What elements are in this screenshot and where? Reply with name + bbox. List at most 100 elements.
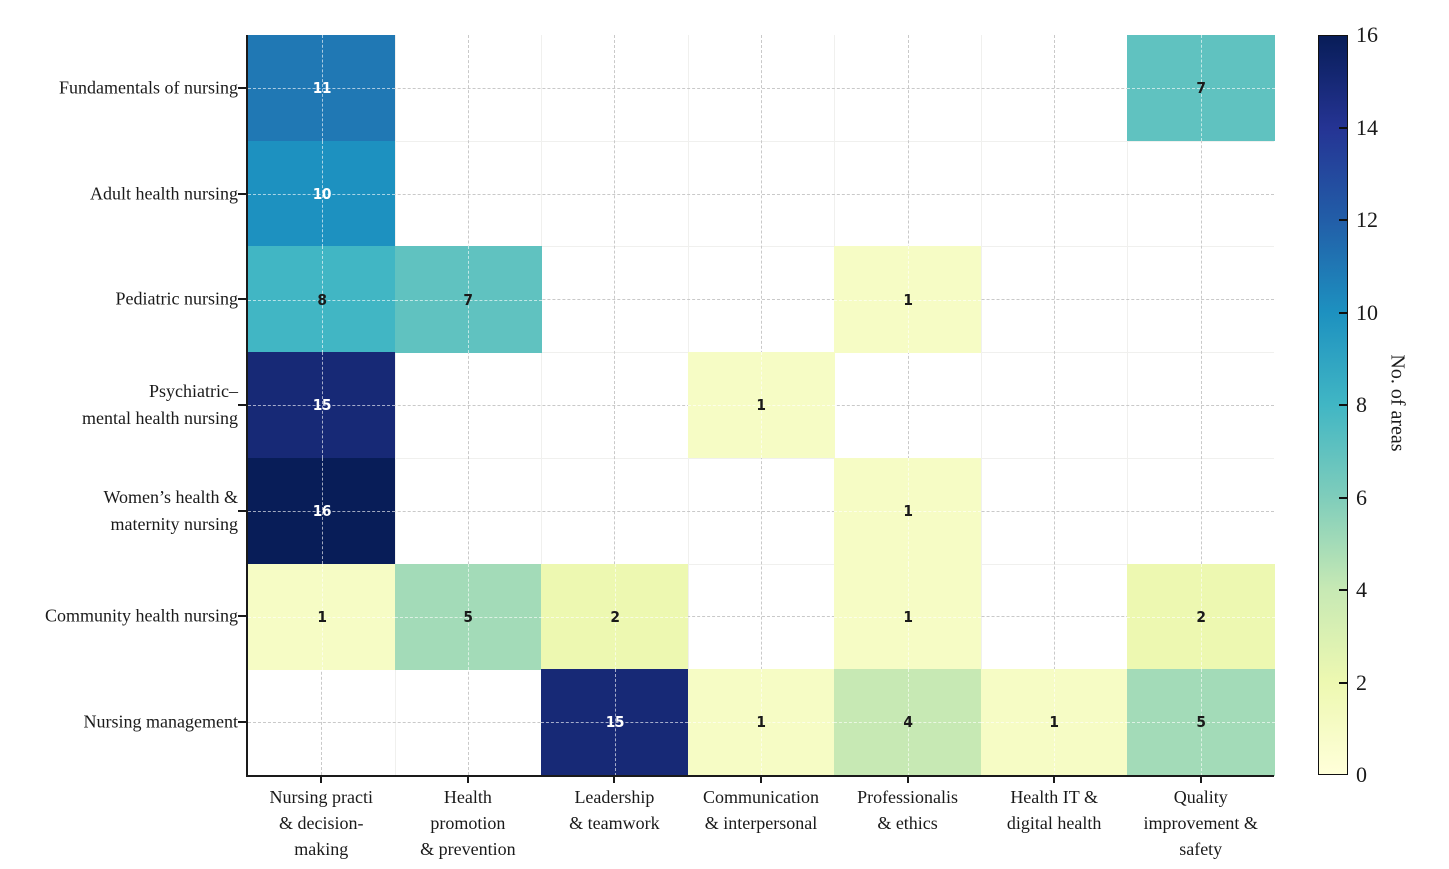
- cell-grid-dash-v: [1054, 669, 1056, 776]
- cell-value: 7: [1196, 79, 1206, 98]
- cell-grid-dash-v: [468, 246, 470, 353]
- cell-value: 16: [312, 502, 331, 520]
- cell-value: 1: [1049, 713, 1060, 732]
- colorbar-tick-label: 0: [1356, 762, 1367, 787]
- heatmap-cell: 7: [1127, 35, 1275, 142]
- x-tick-mark: [906, 777, 909, 783]
- y-tick-label: Nursing management: [83, 711, 238, 732]
- cell-grid-dash-v: [321, 352, 323, 459]
- grid-line-horizontal: [248, 616, 1274, 618]
- x-tick-label: Health IT & digital health: [1006, 787, 1102, 833]
- heatmap-cell: 10: [248, 140, 396, 248]
- cell-grid-dash-v: [321, 35, 323, 142]
- colorbar-tick-mark: [1339, 681, 1347, 684]
- y-tick-mark: [238, 615, 246, 618]
- x-tick-mark: [466, 777, 469, 783]
- heatmap-cell: 5: [394, 563, 542, 670]
- x-tick-label: Health promotion & prevention: [420, 787, 516, 859]
- heatmap-cell: 2: [541, 563, 689, 670]
- cell-grid-dash-v: [321, 140, 323, 248]
- heatmap-cell: 5: [1127, 669, 1275, 776]
- y-tick-label: Adult health nursing: [90, 183, 238, 204]
- cell-value: 1: [317, 607, 327, 626]
- x-tick-mark: [1053, 777, 1056, 783]
- heatmap-cell: 8: [248, 246, 396, 353]
- heatmap-cell: 1: [834, 457, 982, 565]
- cell-value: 1: [756, 713, 767, 732]
- y-tick-mark: [238, 192, 246, 195]
- cell-value: 1: [903, 607, 913, 626]
- cell-value: 8: [317, 290, 327, 309]
- cell-value: 4: [903, 713, 913, 732]
- heatmap-cell: 1: [248, 563, 396, 670]
- cell-grid-dash-v: [907, 563, 909, 670]
- heatmap-cell: 1: [687, 352, 835, 459]
- colorbar-axis-label: No. of areas: [1386, 354, 1409, 452]
- cell-grid-dash-v: [907, 246, 909, 353]
- cell-grid-dash-v: [468, 563, 470, 670]
- y-tick-label: Psychiatric– mental health nursing: [82, 381, 238, 428]
- heatmap-cell: 1: [834, 246, 982, 353]
- x-tick-label: Professionalis & ethics: [857, 787, 959, 833]
- grid-line-horizontal: [248, 87, 1274, 89]
- grid-line-horizontal: [248, 193, 1274, 195]
- grid-line-horizontal: [248, 510, 1274, 512]
- colorbar-tick-mark: [1339, 589, 1347, 591]
- grid-line-horizontal: [248, 299, 1274, 301]
- colorbar-tick-mark: [1339, 219, 1347, 221]
- x-tick-label: Quality improvement & safety: [1143, 787, 1258, 859]
- colorbar-tick-label: 6: [1356, 484, 1367, 510]
- cell-value: 7: [463, 290, 474, 309]
- x-tick-mark: [613, 777, 616, 783]
- heatmap-cell: 1: [834, 563, 982, 670]
- cell-grid-dash-v: [761, 669, 763, 776]
- heatmap-cell: 4: [834, 669, 982, 776]
- axis-spine-left: [246, 35, 248, 777]
- axis-spine-bottom: [246, 775, 1274, 777]
- cell-grid-dash-v: [1201, 35, 1202, 142]
- heatmap-cell: 15: [248, 352, 396, 459]
- heatmap-cell: 7: [394, 246, 542, 353]
- colorbar-tick-mark: [1339, 311, 1347, 314]
- cell-value: 15: [605, 713, 625, 732]
- x-tick-label: Nursing practi & decision- making: [269, 787, 374, 859]
- colorbar-tick-label: 12: [1356, 207, 1378, 232]
- cell-value: 1: [903, 502, 913, 520]
- colorbar-tick-label: 16: [1356, 22, 1378, 47]
- cell-value: 5: [463, 607, 474, 626]
- y-tick-mark: [238, 86, 246, 89]
- y-tick-mark: [238, 404, 246, 406]
- x-tick-label: Communication & interpersonal: [703, 787, 819, 833]
- y-tick-mark: [238, 298, 246, 301]
- x-tick-mark: [760, 777, 762, 783]
- heatmap-cell: 1: [980, 669, 1128, 776]
- colorbar-tick-label: 2: [1356, 669, 1367, 695]
- cell-grid-dash-v: [1201, 563, 1202, 670]
- y-tick-label: Pediatric nursing: [115, 288, 238, 309]
- y-tick-label: Women’s health & maternity nursing: [103, 486, 238, 534]
- heatmap-cell: 1: [687, 669, 835, 776]
- cell-value: 1: [756, 396, 767, 415]
- heatmap-cell: 11: [248, 35, 396, 142]
- cell-value: 1: [903, 290, 913, 309]
- cell-grid-dash-v: [1201, 669, 1202, 776]
- y-tick-mark: [238, 509, 246, 512]
- colorbar-tick-mark: [1339, 126, 1347, 129]
- colorbar-tick-label: 10: [1356, 299, 1378, 325]
- plot-area: 11 7 10 8 7 1 15 1 16 1 1 5 2 1 2 15 1 4 1 5: [248, 35, 1275, 776]
- cell-grid-dash-v: [321, 246, 323, 353]
- cell-grid-dash-v: [321, 563, 323, 670]
- x-tick-label: Leadership & teamwork: [569, 787, 660, 833]
- y-tick-mark: [238, 721, 246, 724]
- colorbar-tick-mark: [1339, 496, 1347, 499]
- cell-value: 10: [312, 184, 331, 203]
- y-tick-label: Community health nursing: [45, 605, 238, 626]
- cell-value: 11: [312, 79, 331, 98]
- cell-value: 2: [1196, 607, 1206, 626]
- x-tick-mark: [1199, 777, 1202, 783]
- heatmap-cell: 2: [1127, 563, 1275, 670]
- cell-value: 15: [312, 396, 331, 415]
- cell-grid-dash-v: [614, 669, 616, 776]
- cell-grid-dash-v: [321, 457, 323, 565]
- cell-value: 5: [1196, 713, 1206, 732]
